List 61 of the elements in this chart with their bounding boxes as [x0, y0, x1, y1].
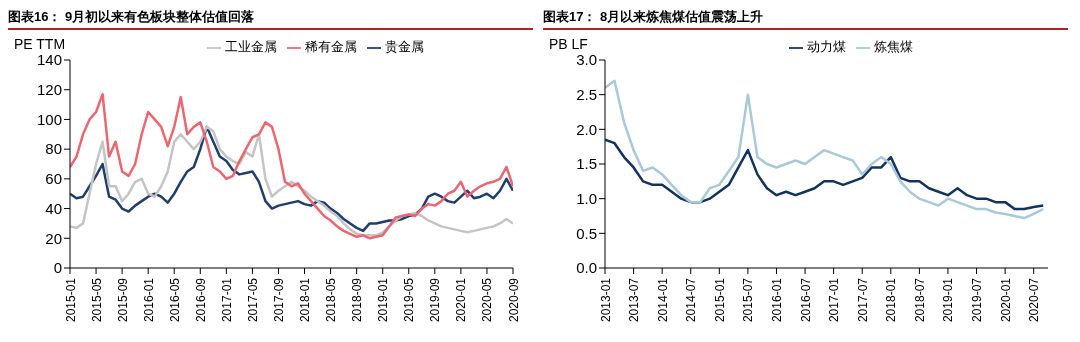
y-axis-title: PB LF [549, 36, 588, 52]
x-tick-label: 2020-09 [506, 277, 521, 323]
y-tick-label: 3.0 [576, 51, 597, 69]
x-tick-label: 2020-05 [480, 277, 495, 323]
x-tick-label: 2015-05 [89, 277, 104, 323]
legend-label: 工业金属 [225, 39, 277, 54]
y-tick-label: 1.0 [576, 189, 597, 207]
x-tick-label: 2017-01 [827, 277, 842, 323]
legend-label: 稀有金属 [305, 39, 357, 54]
y-tick-label: 1.5 [576, 155, 597, 173]
x-tick-label: 2013-01 [598, 277, 613, 323]
x-tick-label: 2018-09 [350, 277, 365, 323]
x-tick-label: 2017-07 [855, 277, 870, 323]
x-tick-label: 2017-05 [245, 277, 260, 323]
y-tick-label: 0.5 [576, 224, 597, 242]
y-axis-title: PE TTM [14, 36, 66, 52]
y-tick-label: 140 [36, 51, 62, 69]
y-tick-label: 60 [45, 170, 62, 188]
x-tick-label: 2016-07 [798, 277, 813, 323]
x-tick-label: 2017-01 [219, 277, 234, 323]
x-tick-label: 2019-09 [428, 277, 443, 323]
y-tick-label: 20 [45, 229, 62, 247]
x-tick-label: 2016-09 [193, 277, 208, 323]
x-tick-label: 2020-01 [454, 277, 469, 323]
x-tick-label: 2015-09 [115, 277, 130, 323]
y-tick-label: 2.5 [576, 85, 597, 103]
x-tick-label: 2020-01 [998, 277, 1013, 323]
x-tick-label: 2017-09 [271, 277, 286, 323]
x-tick-label: 2016-01 [141, 277, 156, 323]
x-tick-label: 2019-01 [941, 277, 956, 323]
x-tick-label: 2015-01 [63, 277, 78, 323]
y-tick-label: 2.0 [576, 120, 597, 138]
y-tick-label: 80 [45, 140, 62, 158]
line-series [605, 79, 1045, 220]
x-tick-label: 2015-01 [712, 277, 727, 323]
y-tick-label: 0.0 [576, 259, 597, 277]
line-series [70, 92, 513, 240]
x-tick-label: 2019-01 [376, 277, 391, 323]
x-tick-label: 2018-01 [298, 277, 313, 323]
x-tick-label: 2014-07 [684, 277, 699, 323]
line-series [605, 138, 1045, 211]
x-tick-label: 2019-07 [970, 277, 985, 323]
x-tick-label: 2018-05 [324, 277, 339, 323]
legend-label: 动力煤 [806, 39, 846, 54]
y-tick-label: 0 [53, 259, 62, 277]
x-tick-label: 2020-07 [1027, 277, 1042, 323]
x-tick-label: 2016-05 [167, 277, 182, 323]
chart-title: 图表17： 8月以来炼焦煤估值震荡上升 [543, 8, 1068, 30]
x-tick-label: 2014-01 [655, 277, 670, 323]
x-tick-label: 2015-07 [741, 277, 756, 323]
legend-label: 贵金属 [385, 39, 424, 54]
chart-title: 图表16： 9月初以来有色板块整体估值回落 [8, 8, 533, 30]
x-tick-label: 2013-07 [627, 277, 642, 323]
y-tick-label: 40 [45, 199, 62, 217]
x-tick-label: 2016-01 [770, 277, 784, 323]
legend-label: 炼焦煤 [873, 39, 913, 54]
y-tick-label: 100 [36, 110, 62, 128]
x-tick-label: 2018-01 [884, 277, 899, 323]
y-tick-label: 120 [36, 81, 62, 99]
x-tick-label: 2019-05 [402, 277, 417, 323]
x-tick-label: 2018-07 [912, 277, 927, 323]
